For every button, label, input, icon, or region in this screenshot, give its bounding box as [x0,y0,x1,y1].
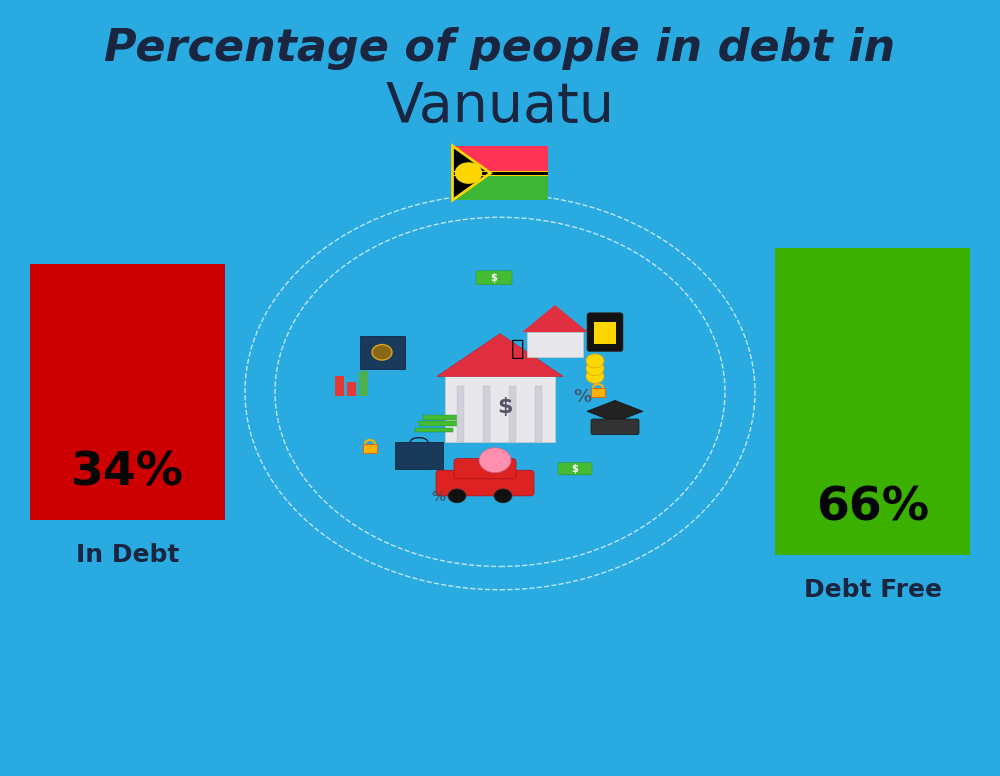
FancyBboxPatch shape [436,470,534,496]
FancyBboxPatch shape [558,462,592,475]
Bar [591,388,605,397]
Bar [483,386,490,442]
Bar [423,415,461,420]
Bar [535,386,542,442]
Text: In Debt: In Debt [76,543,179,566]
Polygon shape [522,305,588,332]
Polygon shape [453,146,548,173]
Bar [453,146,548,200]
Circle shape [448,489,466,503]
Text: $: $ [497,397,513,417]
Bar [453,171,548,175]
Text: $: $ [491,273,497,282]
Bar [359,371,368,396]
Text: 34%: 34% [71,451,184,496]
Text: Vanuatu: Vanuatu [386,80,614,134]
FancyBboxPatch shape [587,313,623,352]
Bar [395,442,443,469]
Bar [419,421,457,426]
Bar [347,382,356,396]
FancyBboxPatch shape [591,419,639,435]
Circle shape [372,345,392,360]
Bar [457,386,464,442]
Polygon shape [437,334,563,376]
Bar [363,444,377,453]
Circle shape [479,448,511,473]
Circle shape [586,369,604,383]
Text: Percentage of people in debt in: Percentage of people in debt in [104,26,896,70]
Text: 66%: 66% [816,486,929,531]
Polygon shape [453,173,548,200]
Bar [509,386,516,442]
Circle shape [494,489,512,503]
FancyBboxPatch shape [454,459,516,479]
Bar [360,336,405,369]
Text: %: % [431,490,445,504]
Circle shape [586,362,604,376]
Bar [453,175,548,176]
Bar [594,322,616,344]
Bar [527,332,583,357]
Bar [335,376,344,396]
Bar [30,264,225,520]
Polygon shape [453,146,489,200]
Text: %: % [573,387,591,406]
Circle shape [586,354,604,368]
Bar [775,248,970,555]
Bar [453,171,548,172]
Text: 🔑: 🔑 [511,339,525,359]
Text: Debt Free: Debt Free [804,578,942,601]
Text: $: $ [572,464,578,473]
Bar [415,428,453,432]
FancyBboxPatch shape [476,271,512,285]
Bar [445,376,555,442]
Circle shape [456,163,482,183]
Polygon shape [587,400,643,422]
